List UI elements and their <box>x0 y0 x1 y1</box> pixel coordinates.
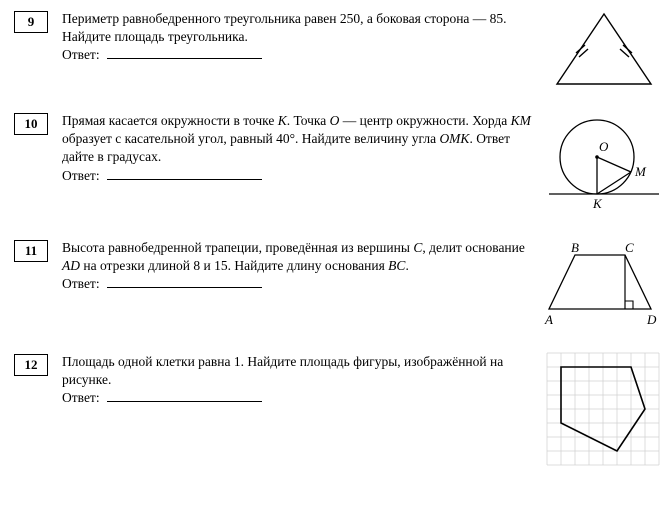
answer-label: Ответ: <box>62 390 100 405</box>
answer-label: Ответ: <box>62 47 100 62</box>
problem-12: 12 Площадь одной клетки равна 1. Найдите… <box>14 353 664 467</box>
problem-number-box: 9 <box>14 11 48 33</box>
answer-blank[interactable] <box>107 276 262 288</box>
answer-line: Ответ: <box>62 167 534 185</box>
answer-blank[interactable] <box>107 390 262 402</box>
label-D: D <box>646 312 657 327</box>
diagram-column: B C A D <box>544 239 664 331</box>
label-O: O <box>599 139 609 154</box>
problem-text-column: Прямая касается окружности в точке K. То… <box>62 112 544 185</box>
problem-text: Прямая касается окружности в точке K. То… <box>62 112 534 167</box>
label-C: C <box>625 240 634 255</box>
problem-number-box: 12 <box>14 354 48 376</box>
answer-blank[interactable] <box>107 168 262 180</box>
problem-text-column: Высота равнобедренной трапеции, проведён… <box>62 239 544 294</box>
problem-9: 9 Периметр равнобедренного треугольника … <box>14 10 664 90</box>
problem-number-box: 10 <box>14 113 48 135</box>
label-A: A <box>544 312 553 327</box>
circle-tangent-icon: O M K <box>549 112 659 217</box>
triangle-icon <box>549 10 659 90</box>
diagram-column <box>544 10 664 90</box>
problem-10: 10 Прямая касается окружности в точке K.… <box>14 112 664 217</box>
problem-text: Высота равнобедренной трапеции, проведён… <box>62 239 534 275</box>
trapezoid-icon: B C A D <box>545 239 663 331</box>
answer-line: Ответ: <box>62 389 534 407</box>
diagram-column: O M K <box>544 112 664 217</box>
answer-blank[interactable] <box>107 47 262 59</box>
label-B: B <box>571 240 579 255</box>
problem-number-box: 11 <box>14 240 48 262</box>
problem-text: Периметр равнобедренного треугольника ра… <box>62 10 534 46</box>
diagram-column <box>544 353 664 467</box>
answer-line: Ответ: <box>62 46 534 64</box>
problem-text-column: Площадь одной клетки равна 1. Найдите пл… <box>62 353 544 408</box>
grid-polygon-icon <box>547 353 661 467</box>
answer-label: Ответ: <box>62 168 100 183</box>
label-K: K <box>592 196 603 211</box>
problem-text: Площадь одной клетки равна 1. Найдите пл… <box>62 353 534 389</box>
label-M: M <box>634 164 647 179</box>
problem-11: 11 Высота равнобедренной трапеции, прове… <box>14 239 664 331</box>
answer-line: Ответ: <box>62 275 534 293</box>
problem-text-column: Периметр равнобедренного треугольника ра… <box>62 10 544 65</box>
answer-label: Ответ: <box>62 276 100 291</box>
